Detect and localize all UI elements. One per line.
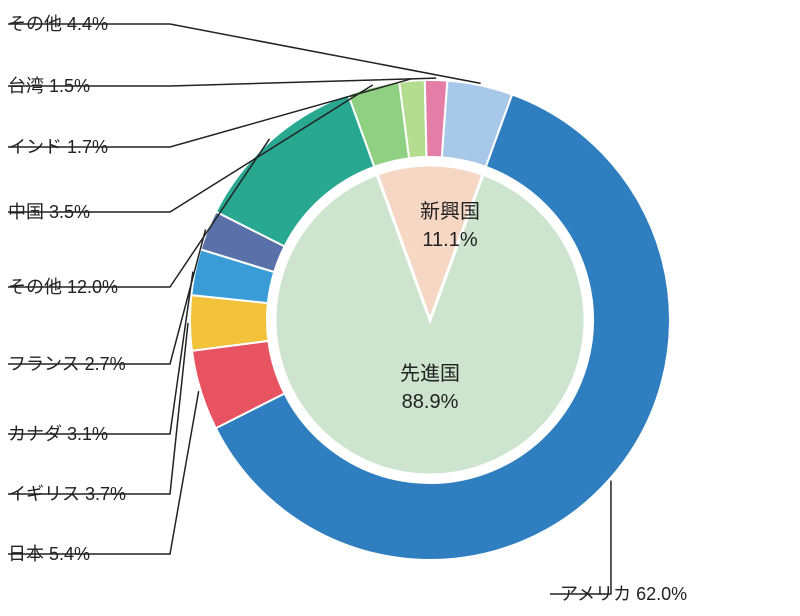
label-canada: カナダ 3.1% bbox=[8, 424, 108, 444]
label-america: アメリカ 62.0% bbox=[560, 584, 687, 604]
inner-label-emerging-name: 新興国 bbox=[420, 200, 480, 223]
label-taiwan: 台湾 1.5% bbox=[8, 76, 90, 96]
inner-label-emerging-value: 11.1% bbox=[422, 229, 477, 251]
label-uk: イギリス 3.7% bbox=[8, 484, 126, 504]
label-japan: 日本 5.4% bbox=[8, 544, 90, 564]
outer-slice-uk bbox=[190, 295, 268, 351]
leader-uk bbox=[8, 323, 188, 494]
inner-label-developed-value: 88.9% bbox=[402, 391, 459, 413]
label-other_em: その他 4.4% bbox=[8, 14, 108, 34]
label-china: 中国 3.5% bbox=[8, 202, 90, 222]
label-other_dev: その他 12.0% bbox=[8, 277, 118, 297]
label-india: インド 1.7% bbox=[8, 137, 108, 157]
leader-japan bbox=[8, 391, 199, 554]
inner-label-developed-name: 先進国 bbox=[400, 362, 460, 385]
label-france: フランス 2.7% bbox=[8, 354, 126, 374]
donut-chart: 先進国 88.9% 新興国 11.1% アメリカ 62.0% 日本 5.4% イギリス 3.… bbox=[0, 0, 800, 616]
